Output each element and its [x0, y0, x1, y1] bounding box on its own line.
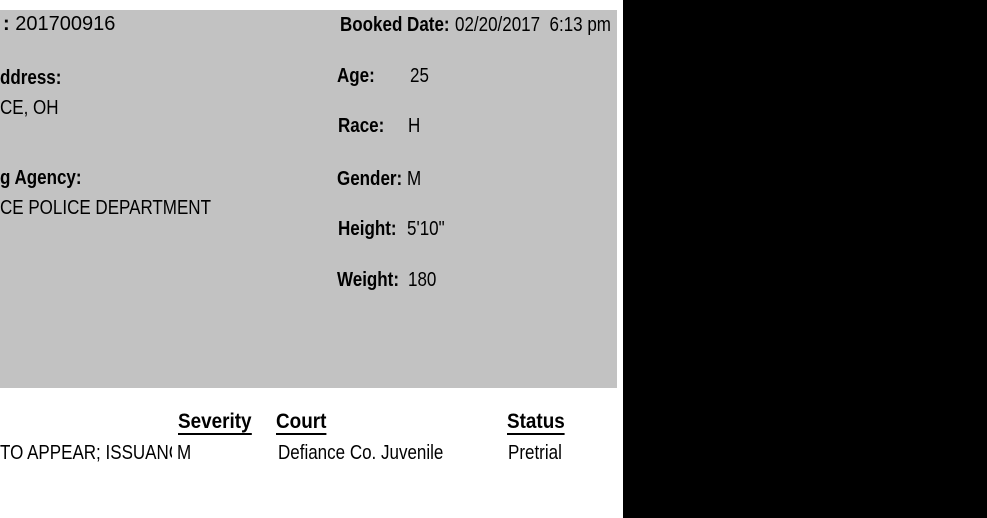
- weight-label: Weight:: [337, 269, 400, 291]
- court-column-header: Court: [276, 410, 327, 435]
- agency-value: CE POLICE DEPARTMENT: [0, 197, 211, 219]
- booking-number-row: : 201700916: [3, 14, 115, 34]
- severity-value: M: [177, 442, 192, 464]
- severity-column-header: Severity: [178, 410, 252, 435]
- race-value: H: [408, 115, 421, 137]
- status-column-header: Status: [507, 410, 565, 435]
- status-value: Pretrial: [508, 442, 562, 464]
- height-label: Height:: [338, 218, 397, 240]
- gender-label: Gender:: [337, 168, 403, 190]
- charge-description-fragment: TO APPEAR; ISSUANCE: [0, 443, 172, 464]
- booked-date-label: Booked Date:: [340, 14, 450, 36]
- agency-label: g Agency:: [0, 167, 82, 189]
- age-label: Age:: [337, 65, 375, 87]
- court-value: Defiance Co. Juvenile: [278, 442, 444, 464]
- race-label: Race:: [338, 115, 385, 137]
- booked-date-value: 02/20/2017 6:13 pm: [455, 14, 611, 36]
- address-label: ddress:: [0, 67, 62, 89]
- weight-value: 180: [408, 269, 437, 291]
- gender-value: M: [407, 168, 422, 190]
- booking-number-value: 201700916: [9, 13, 116, 35]
- height-value: 5'10": [407, 218, 445, 240]
- charge-description-cell: TO APPEAR; ISSUANCE: [0, 443, 172, 467]
- age-value: 25: [410, 65, 429, 87]
- address-value: CE, OH: [0, 97, 59, 119]
- booking-summary-panel: : 201700916 ddress: CE, OH g Agency: CE …: [0, 10, 617, 388]
- booking-number-label: :: [3, 13, 10, 35]
- redaction-block: [623, 0, 987, 518]
